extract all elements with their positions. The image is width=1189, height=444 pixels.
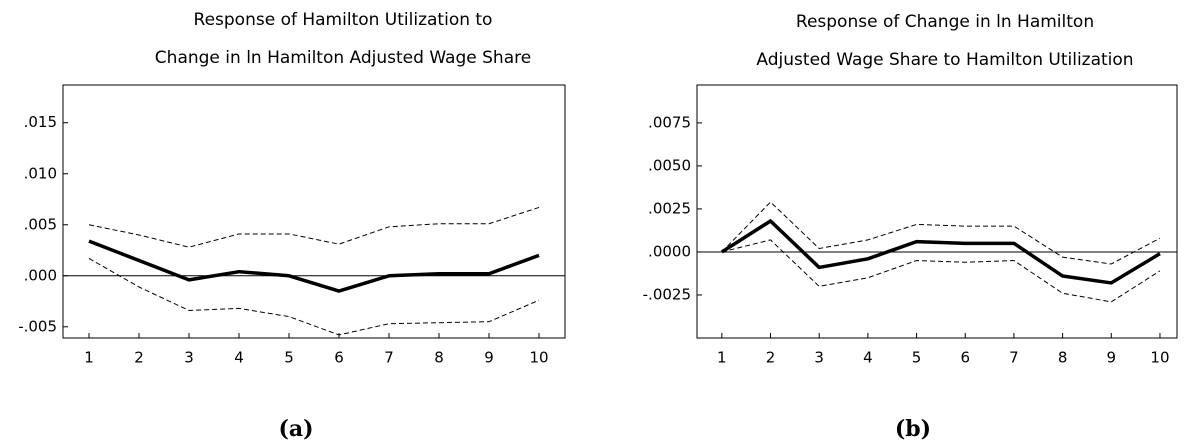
y-tick-label: .0050	[648, 156, 691, 174]
y-tick-label: .0000	[648, 242, 691, 260]
y-tick-label: -.005	[18, 317, 57, 335]
y-tick-label: -.0025	[643, 285, 691, 303]
x-tick-label: 6	[334, 349, 344, 367]
y-tick-label: .0075	[648, 113, 691, 131]
x-tick-label: 8	[1058, 349, 1068, 367]
series-line	[720, 219, 1161, 285]
series-line	[721, 239, 1161, 303]
plot-frame	[62, 84, 566, 339]
y-tick-label: .015	[24, 113, 57, 131]
x-tick-label: 1	[84, 349, 94, 367]
x-tick-label: 7	[1009, 349, 1019, 367]
x-tick-label: 8	[434, 349, 444, 367]
series-line	[88, 239, 540, 293]
caption: (a)	[278, 416, 313, 442]
x-tick-label: 4	[234, 349, 244, 367]
series-line	[88, 257, 540, 336]
x-tick-label: 2	[134, 349, 144, 367]
chart-title: Response of Change in ln Hamilton	[796, 12, 1094, 32]
chart-title: Response of Hamilton Utilization to	[194, 10, 493, 30]
series-line	[88, 206, 540, 248]
y-tick-label: .010	[24, 164, 57, 182]
y-tick-label: .005	[24, 215, 57, 233]
x-tick-label: 10	[1150, 349, 1169, 367]
x-tick-label: 9	[484, 349, 494, 367]
plot-frame	[696, 84, 1178, 339]
x-tick-label: 3	[814, 349, 824, 367]
x-tick-label: 10	[529, 349, 548, 367]
x-tick-label: 5	[284, 349, 294, 367]
y-tick-label: .0025	[648, 199, 691, 217]
chart-title: Adjusted Wage Share to Hamilton Utilizat…	[756, 50, 1133, 70]
x-tick-label: 5	[912, 349, 922, 367]
x-tick-label: 7	[384, 349, 394, 367]
y-tick-label: .000	[24, 266, 57, 284]
x-tick-label: 1	[717, 349, 727, 367]
x-tick-label: 3	[184, 349, 194, 367]
x-tick-label: 9	[1107, 349, 1117, 367]
series-line	[721, 201, 1161, 265]
x-tick-label: 4	[863, 349, 873, 367]
x-tick-label: 6	[960, 349, 970, 367]
x-tick-label: 2	[766, 349, 776, 367]
chart-title: Change in ln Hamilton Adjusted Wage Shar…	[155, 48, 531, 68]
caption: (b)	[895, 416, 931, 442]
